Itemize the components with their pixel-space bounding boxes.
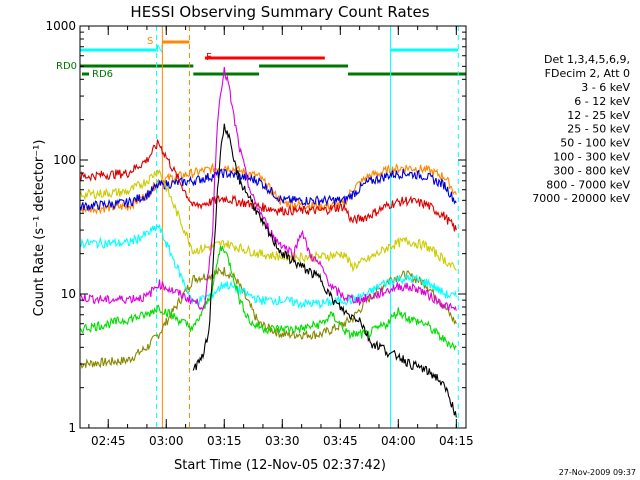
legend-entry: 3 - 6 keV — [581, 81, 630, 94]
legend-header-line-1: Det 1,3,4,5,6,9, — [544, 53, 630, 66]
legend-entry: 7000 - 20000 keV — [532, 192, 630, 205]
x-tick-label: 03:30 — [265, 434, 300, 448]
legend-entry: 12 - 25 keV — [567, 109, 630, 122]
y-tick-label: 1000 — [45, 19, 76, 33]
legend-entry: 800 - 7000 keV — [546, 178, 630, 191]
x-axis-label: Start Time (12-Nov-05 02:37:42) — [174, 458, 386, 473]
legend-entry: 50 - 100 keV — [560, 137, 630, 150]
series-line — [79, 139, 457, 232]
x-tick-label: 04:15 — [439, 434, 474, 448]
y-axis-label: Count Rate (s⁻¹ detector⁻¹) — [32, 140, 47, 317]
legend-entry: 25 - 50 keV — [567, 123, 630, 136]
legend-entry: 100 - 300 keV — [553, 151, 630, 164]
series-line — [79, 169, 457, 273]
flag-label-rd0: RD0 — [56, 61, 77, 72]
series-line — [192, 123, 457, 418]
series-line — [79, 224, 457, 310]
series-line — [79, 66, 457, 311]
y-tick-label: 1 — [68, 421, 76, 435]
legend-entry: 6 - 12 keV — [574, 95, 630, 108]
flag-label-n: N — [156, 44, 163, 55]
series-line — [79, 245, 457, 351]
x-tick-label: 03:00 — [149, 434, 184, 448]
flag-label-s: S — [147, 36, 153, 47]
legend-entry: 300 - 800 keV — [553, 164, 630, 177]
flag-bars: RD0 RD6 SN F — [56, 36, 466, 80]
timestamp: 27-Nov-2009 09:37 — [559, 468, 636, 477]
legend: Det 1,3,4,5,6,9, FDecim 2, Att 0 3 - 6 k… — [532, 53, 630, 205]
x-tick-label: 03:15 — [207, 434, 242, 448]
y-tick-label: 100 — [53, 153, 76, 167]
y-tick-label: 10 — [61, 287, 76, 301]
legend-header-line-2: FDecim 2, Att 0 — [545, 67, 630, 80]
series-line — [79, 162, 457, 215]
x-tick-label: 02:45 — [91, 434, 126, 448]
plot-area — [79, 26, 459, 428]
x-tick-label: 03:45 — [323, 434, 358, 448]
axes: 1 10 100 1000 02:45 03:00 03:15 03:30 03:45 04:00… — [45, 19, 473, 448]
flag-label-f: F — [206, 52, 212, 63]
series-line — [79, 168, 457, 212]
x-tick-label: 04:00 — [381, 434, 416, 448]
plot-frame — [79, 25, 467, 429]
flag-label-rd6: RD6 — [92, 69, 113, 80]
chart-title: HESSI Observing Summary Count Rates — [130, 3, 429, 21]
